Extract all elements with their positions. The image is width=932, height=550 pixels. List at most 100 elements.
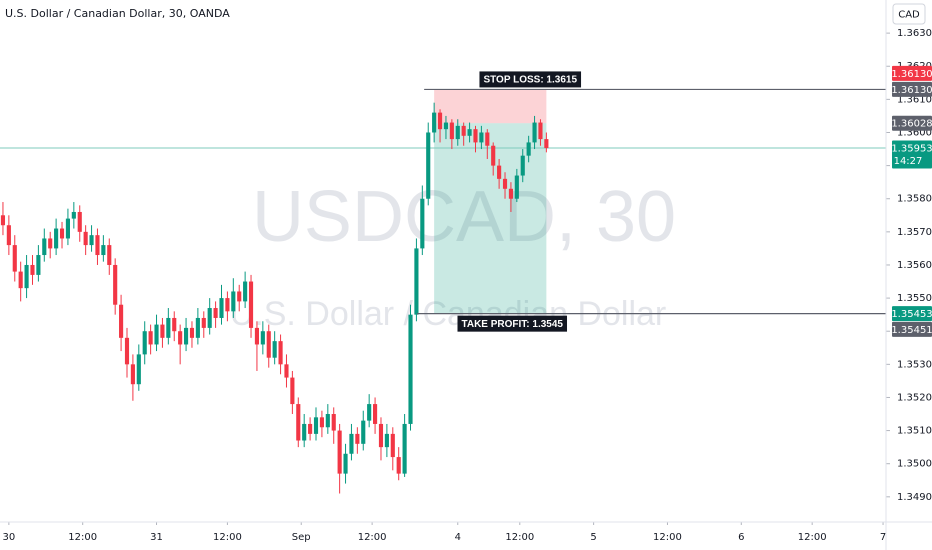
candle-body (231, 291, 236, 312)
candle-body (302, 423, 307, 441)
candle-body (36, 255, 41, 275)
candle-body (207, 308, 212, 328)
candle-body (101, 245, 106, 256)
candle-body (77, 211, 82, 232)
chart-title: U.S. Dollar / Canadian Dollar, 30, OANDA (5, 7, 230, 20)
price-badge-sublabel: 14:27 (894, 156, 923, 167)
currency-box[interactable] (892, 3, 926, 25)
candle-body (201, 317, 206, 328)
candle-body (172, 317, 177, 332)
candle-body (502, 178, 508, 189)
price-badge (892, 81, 932, 97)
candle-body (337, 430, 342, 474)
candle-body (142, 331, 147, 355)
candle-body (408, 314, 413, 424)
target-label: TAKE PROFIT: 1.3545 (461, 319, 563, 330)
candle-body (266, 331, 271, 358)
watermark: USDCAD, 30 (252, 177, 676, 257)
plot: 1.363001.362001.361001.360001.359001.358… (0, 28, 932, 543)
x-tick-label: 12:00 (213, 532, 242, 543)
candle-body (6, 225, 11, 246)
candle-body (48, 238, 53, 249)
y-tick-label: 1.35600 (897, 260, 932, 271)
price-badge-label: 1.35451 (891, 325, 932, 336)
candle-body (467, 129, 472, 136)
candle-body (308, 423, 313, 434)
candle-body (136, 354, 141, 385)
x-tick-label: 12:00 (358, 532, 387, 543)
candle-body (248, 281, 254, 328)
y-tick-label: 1.36300 (897, 28, 932, 39)
candle-body (426, 132, 431, 199)
candle-body (89, 235, 94, 246)
candle-body (331, 414, 336, 431)
candle-body (325, 414, 330, 428)
y-tick-label: 1.35100 (897, 426, 932, 437)
x-tick-label: 30 (2, 532, 15, 543)
price-badge (892, 306, 932, 322)
candle-body (260, 331, 265, 345)
price-badge-label: 1.36130 (891, 69, 932, 80)
candle-body (54, 228, 59, 249)
candle-body (514, 175, 519, 199)
candle-body (12, 245, 17, 272)
candle-body (420, 198, 425, 249)
candle-body (432, 112, 437, 133)
candle-body (71, 211, 76, 219)
x-tick-label: 4 (455, 532, 461, 543)
x-tick-label: 7 (880, 532, 886, 543)
price-badge-label: 1.36028 (891, 119, 932, 130)
candle-body (243, 281, 248, 302)
candle-body (148, 331, 153, 345)
x-tick-label: 12:00 (505, 532, 534, 543)
x-tick-label: 12:00 (798, 532, 827, 543)
x-tick-label: 5 (590, 532, 596, 543)
candle-body (124, 337, 130, 365)
candle-body (449, 122, 454, 140)
stop-zone (434, 89, 547, 124)
candle-body (508, 188, 513, 199)
candle-body (526, 142, 531, 156)
candle-body (544, 139, 549, 149)
candle-body (538, 122, 543, 140)
candle-body (443, 122, 449, 130)
candle-body (130, 364, 135, 385)
candle-body (119, 304, 124, 338)
candle-body (95, 235, 100, 256)
candle-body (479, 132, 484, 143)
x-tick-label: Sep (292, 532, 311, 543)
candle-body (113, 264, 118, 305)
candle-body (254, 327, 260, 345)
candle-body (455, 125, 460, 140)
candle-body (491, 145, 496, 166)
candle-body (178, 331, 183, 345)
y-tick-label: 1.35700 (897, 227, 932, 238)
candle-body (520, 155, 525, 176)
price-badge (892, 115, 932, 131)
candle-body (473, 129, 478, 143)
y-tick-label: 1.36000 (897, 127, 932, 138)
candle-body (373, 404, 378, 424)
currency[interactable]: CAD (898, 10, 920, 21)
y-tick-label: 1.35800 (897, 194, 932, 205)
candle-body (219, 298, 224, 318)
y-tick-label: 1.35500 (897, 293, 932, 304)
candle-body (278, 341, 283, 365)
y-tick-label: 1.35000 (897, 459, 932, 470)
candle-body (296, 404, 301, 441)
candle-body (396, 457, 401, 474)
candle-body (437, 112, 443, 130)
candle-body (18, 271, 23, 289)
x-tick-label: 31 (150, 532, 163, 543)
candle-body (343, 453, 348, 474)
candle-body (313, 417, 319, 434)
candle-body (42, 238, 47, 256)
candle-body (183, 327, 189, 345)
stop-label: STOP LOSS: 1.3615 (483, 75, 577, 86)
y-tick-label: 1.35200 (897, 392, 932, 403)
price-badge (892, 140, 932, 169)
candle-body (402, 423, 407, 474)
candle-body (414, 248, 419, 315)
candle-body (390, 433, 395, 458)
price-badge (892, 321, 932, 337)
